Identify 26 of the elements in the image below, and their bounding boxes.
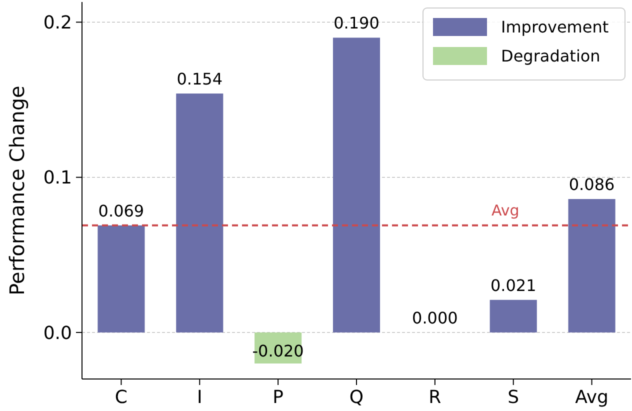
x-tick-label: P [272,387,284,408]
x-tick-label: R [428,387,442,408]
bar [568,199,616,332]
bar [176,94,224,332]
x-tick-label: C [114,387,128,408]
x-tick-label: Q [349,387,364,408]
ref-line-label: Avg [491,201,520,220]
bar [98,225,145,332]
x-tick-label: I [196,387,202,408]
data-label: 0.069 [98,201,144,220]
data-label: 0.086 [568,175,615,194]
legend-label: Degradation [501,46,600,66]
bar [332,38,380,332]
data-label: 0.021 [490,276,536,295]
data-label: 0.000 [412,308,458,328]
x-tick-label: Avg [575,387,608,408]
y-tick-label: 0.1 [43,168,72,189]
bar [490,300,537,332]
legend-label: Improvement [501,18,609,37]
y-tick-label: 0.0 [43,322,72,344]
data-label: -0.020 [252,341,304,360]
data-label: 0.190 [334,14,380,33]
y-axis-title: Performance Change [5,86,29,296]
data-label: 0.154 [176,70,223,89]
y-tick-label: 0.2 [43,12,72,34]
x-tick-label: S [508,387,520,408]
